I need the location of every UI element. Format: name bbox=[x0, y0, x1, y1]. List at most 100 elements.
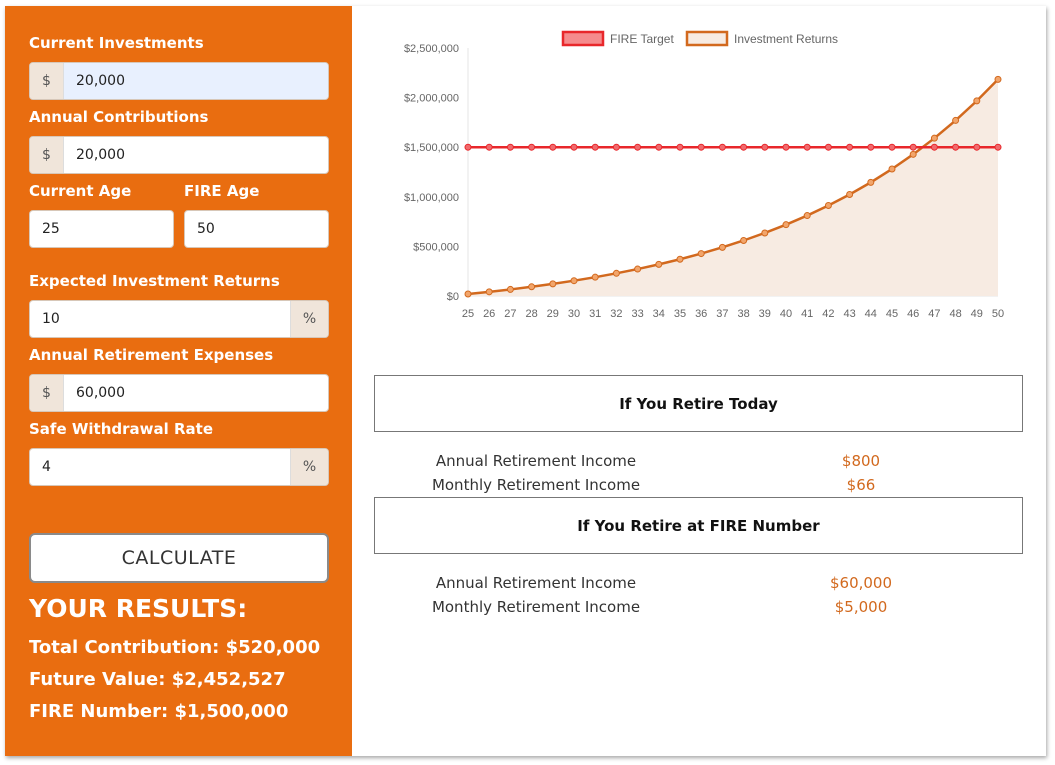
retire-today-annual-label: Annual Retirement Income bbox=[435, 452, 637, 470]
x-tick-label: 49 bbox=[971, 308, 983, 320]
fire-target-point bbox=[570, 143, 578, 151]
current-age-field[interactable]: 25 bbox=[29, 210, 174, 248]
investment-returns-point bbox=[909, 150, 917, 158]
investment-returns-point bbox=[867, 178, 875, 186]
annual-contributions-value[interactable]: 20,000 bbox=[76, 147, 125, 163]
fire-target-point bbox=[930, 143, 938, 151]
investment-returns-point bbox=[506, 285, 514, 293]
x-tick-label: 34 bbox=[653, 308, 665, 320]
current-investments-field[interactable]: $ 20,000 bbox=[29, 62, 329, 100]
fire-target-point bbox=[634, 143, 642, 151]
dollar-prefix: $ bbox=[30, 375, 64, 411]
withdrawal-rate-value[interactable]: 4 bbox=[42, 459, 51, 475]
dollar-prefix: $ bbox=[30, 63, 64, 99]
retire-fire-title: If You Retire at FIRE Number bbox=[374, 497, 1023, 554]
x-tick-label: 41 bbox=[801, 308, 813, 320]
investment-returns-point bbox=[824, 202, 832, 210]
x-tick-label: 31 bbox=[589, 308, 601, 320]
retirement-expenses-field[interactable]: $ 60,000 bbox=[29, 374, 329, 412]
fire-target-point bbox=[888, 143, 896, 151]
investment-returns-point bbox=[718, 243, 726, 251]
fire-target-point bbox=[676, 143, 684, 151]
retire-today-monthly-value: $66 bbox=[846, 476, 876, 494]
retirement-expenses-label: Annual Retirement Expenses bbox=[29, 346, 274, 364]
investment-returns-point bbox=[697, 250, 705, 258]
calculate-button[interactable]: CALCULATE bbox=[29, 533, 329, 583]
x-tick-label: 42 bbox=[822, 308, 834, 320]
fire-target-point bbox=[994, 143, 1002, 151]
y-tick-label: $0 bbox=[447, 291, 459, 303]
withdrawal-rate-label: Safe Withdrawal Rate bbox=[29, 420, 213, 438]
investment-returns-point bbox=[591, 273, 599, 281]
investment-returns-point bbox=[930, 134, 938, 142]
fire-target-point bbox=[803, 143, 811, 151]
x-tick-label: 29 bbox=[547, 308, 559, 320]
fire-target-point bbox=[506, 143, 514, 151]
x-tick-label: 46 bbox=[907, 308, 919, 320]
investment-returns-point bbox=[973, 97, 981, 105]
annual-contributions-field[interactable]: $ 20,000 bbox=[29, 136, 329, 174]
y-tick-label: $500,000 bbox=[413, 241, 459, 253]
total-contribution-result: Total Contribution: $520,000 bbox=[29, 637, 321, 658]
fire-target-point bbox=[718, 143, 726, 151]
fire-age-label: FIRE Age bbox=[184, 182, 260, 200]
x-tick-label: 27 bbox=[504, 308, 516, 320]
x-tick-label: 35 bbox=[674, 308, 686, 320]
x-tick-label: 36 bbox=[695, 308, 707, 320]
withdrawal-rate-field[interactable]: 4 % bbox=[29, 448, 329, 486]
fire-projection-chart: $0 $500,000 $1,000,000 $1,500,000 $2,000,000… bbox=[404, 30, 1004, 320]
investment-returns-point bbox=[464, 290, 472, 298]
fire-target-point bbox=[824, 143, 832, 151]
x-tick-label: 26 bbox=[483, 308, 495, 320]
current-age-value[interactable]: 25 bbox=[42, 221, 60, 237]
fire-number-result: FIRE Number: $1,500,000 bbox=[29, 701, 289, 722]
y-tick-label: $1,500,000 bbox=[404, 142, 459, 154]
fire-target-point bbox=[697, 143, 705, 151]
dollar-prefix: $ bbox=[30, 137, 64, 173]
calculator-sidebar: Current Investments $ 20,000 Annual Cont… bbox=[5, 6, 352, 756]
y-tick-label: $1,000,000 bbox=[404, 192, 459, 204]
fire-age-field[interactable]: 50 bbox=[184, 210, 329, 248]
x-tick-label: 45 bbox=[886, 308, 898, 320]
investment-returns-point bbox=[612, 269, 620, 277]
x-tick-label: 38 bbox=[737, 308, 749, 320]
y-tick-label: $2,500,000 bbox=[404, 43, 459, 55]
legend-fire-target-swatch bbox=[561, 30, 605, 47]
x-tick-label: 39 bbox=[759, 308, 771, 320]
retire-fire-monthly-label: Monthly Retirement Income bbox=[431, 598, 641, 616]
fire-target-point bbox=[485, 143, 493, 151]
fire-age-value[interactable]: 50 bbox=[197, 221, 215, 237]
fire-target-point bbox=[591, 143, 599, 151]
percent-suffix: % bbox=[290, 449, 328, 485]
x-tick-label: 30 bbox=[568, 308, 580, 320]
fire-target-point bbox=[655, 143, 663, 151]
x-tick-label: 40 bbox=[780, 308, 792, 320]
x-tick-label: 32 bbox=[610, 308, 622, 320]
investment-returns-point bbox=[485, 288, 493, 296]
current-age-label: Current Age bbox=[29, 182, 132, 200]
investment-returns-point bbox=[888, 165, 896, 173]
fire-target-point bbox=[973, 143, 981, 151]
x-tick-label: 44 bbox=[865, 308, 877, 320]
y-tick-label: $2,000,000 bbox=[404, 93, 459, 105]
retire-fire-annual-value: $60,000 bbox=[829, 574, 893, 592]
current-investments-value[interactable]: 20,000 bbox=[64, 63, 328, 99]
investment-returns-area bbox=[468, 79, 998, 297]
x-tick-label: 48 bbox=[949, 308, 961, 320]
fire-target-point bbox=[846, 143, 854, 151]
expected-returns-value[interactable]: 10 bbox=[42, 311, 60, 327]
retire-today-title: If You Retire Today bbox=[374, 375, 1023, 432]
results-title: YOUR RESULTS: bbox=[29, 594, 248, 623]
fire-target-point bbox=[761, 143, 769, 151]
investment-returns-point bbox=[761, 229, 769, 237]
x-tick-label: 50 bbox=[992, 308, 1004, 320]
investment-returns-point bbox=[994, 75, 1002, 83]
x-tick-label: 47 bbox=[928, 308, 940, 320]
investment-returns-point bbox=[676, 255, 684, 263]
fire-target-point bbox=[952, 143, 960, 151]
fire-target-point bbox=[528, 143, 536, 151]
annual-contributions-label: Annual Contributions bbox=[29, 108, 209, 126]
retirement-expenses-value[interactable]: 60,000 bbox=[76, 385, 125, 401]
expected-returns-field[interactable]: 10 % bbox=[29, 300, 329, 338]
legend-fire-target-label: FIRE Target bbox=[610, 32, 674, 46]
